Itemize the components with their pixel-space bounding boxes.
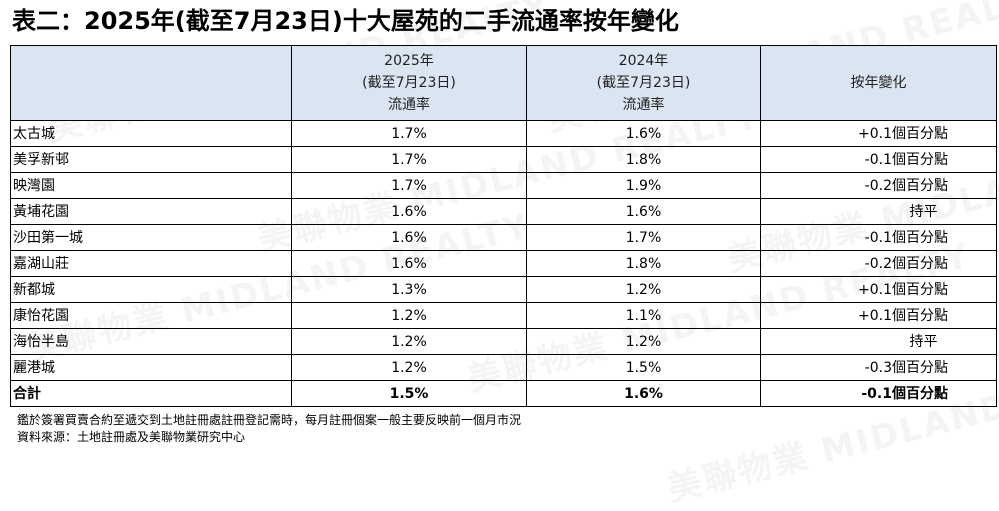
total-rate-2025: 1.5% [291,380,527,407]
rate-2025: 1.2% [291,354,527,381]
header-2025-period: (截至7月23日) [362,75,456,91]
header-2024-period: (截至7月23日) [596,75,691,91]
header-2025: 2025年 (截至7月23日) 流通率 [291,45,527,121]
table-row: 嘉湖山莊 1.6% 1.8% -0.2個百分點 [10,250,997,277]
yoy-change: -0.3個百分點 [760,354,997,381]
estate-name: 太古城 [10,120,292,147]
yoy-change: 持平 [760,198,997,225]
rate-2024: 1.2% [526,276,761,303]
table-row: 新都城 1.3% 1.2% +0.1個百分點 [10,276,997,303]
rate-2024: 1.5% [526,354,761,381]
header-2024: 2024年 (截至7月23日) 流通率 [526,45,761,121]
estate-name: 沙田第一城 [10,224,292,251]
rate-2025: 1.2% [291,302,527,329]
table-row: 沙田第一城 1.6% 1.7% -0.1個百分點 [10,224,997,251]
rate-2025: 1.3% [291,276,527,303]
yoy-change: -0.2個百分點 [760,250,997,277]
source-note: 資料來源：土地註冊處及美聯物業研究中心 [17,430,246,444]
header-2024-year: 2024年 [618,53,669,69]
header-estate [10,45,292,121]
yoy-change: 持平 [760,328,997,355]
table-row: 康怡花園 1.2% 1.1% +0.1個百分點 [10,302,997,329]
yoy-change: +0.1個百分點 [760,302,997,329]
rate-2025: 1.7% [291,120,527,147]
table-row: 麗港城 1.2% 1.5% -0.3個百分點 [10,354,997,381]
rate-2024: 1.6% [526,198,761,225]
rate-2025: 1.6% [291,198,527,225]
rate-2025: 1.7% [291,146,527,173]
footnote: 鑑於簽署買賣合約至遞交到土地註冊處註冊登記需時，每月註冊個案一般主要反映前一個月… [17,413,522,427]
rate-2024: 1.7% [526,224,761,251]
total-row: 合計 1.5% 1.6% -0.1個百分點 [10,380,997,407]
total-yoy-change: -0.1個百分點 [760,380,997,407]
total-rate-2024: 1.6% [526,380,761,407]
estate-name: 麗港城 [10,354,292,381]
table-header-row: 2025年 (截至7月23日) 流通率 2024年 (截至7月23日) 流通率 … [10,45,997,121]
yoy-change: -0.1個百分點 [760,146,997,173]
header-2025-metric: 流通率 [388,97,430,113]
rate-2024: 1.1% [526,302,761,329]
rate-2025: 1.6% [291,250,527,277]
estate-name: 黃埔花園 [10,198,292,225]
rate-2025: 1.6% [291,224,527,251]
rate-2024: 1.9% [526,172,761,199]
rate-2025: 1.7% [291,172,527,199]
table-row: 太古城 1.7% 1.6% +0.1個百分點 [10,120,997,147]
table-row: 映灣園 1.7% 1.9% -0.2個百分點 [10,172,997,199]
estate-name: 康怡花園 [10,302,292,329]
total-label: 合計 [10,380,292,407]
header-2024-metric: 流通率 [622,97,665,113]
table-row: 黃埔花園 1.6% 1.6% 持平 [10,198,997,225]
header-change: 按年變化 [760,45,997,121]
yoy-change: +0.1個百分點 [760,276,997,303]
rate-2024: 1.8% [526,146,761,173]
estate-name: 嘉湖山莊 [10,250,292,277]
rate-2024: 1.2% [526,328,761,355]
estate-name: 新都城 [10,276,292,303]
turnover-table: 2025年 (截至7月23日) 流通率 2024年 (截至7月23日) 流通率 … [10,45,997,407]
yoy-change: -0.2個百分點 [760,172,997,199]
yoy-change: +0.1個百分點 [760,120,997,147]
estate-name: 美孚新邨 [10,146,292,173]
rate-2025: 1.2% [291,328,527,355]
rate-2024: 1.6% [526,120,761,147]
yoy-change: -0.1個百分點 [760,224,997,251]
table-row: 海怡半島 1.2% 1.2% 持平 [10,328,997,355]
estate-name: 映灣園 [10,172,292,199]
table-row: 美孚新邨 1.7% 1.8% -0.1個百分點 [10,146,997,173]
header-2025-year: 2025年 [384,53,434,69]
rate-2024: 1.8% [526,250,761,277]
estate-name: 海怡半島 [10,328,292,355]
page-title: 表二：2025年(截至7月23日)十大屋苑的二手流通率按年變化 [12,7,679,35]
